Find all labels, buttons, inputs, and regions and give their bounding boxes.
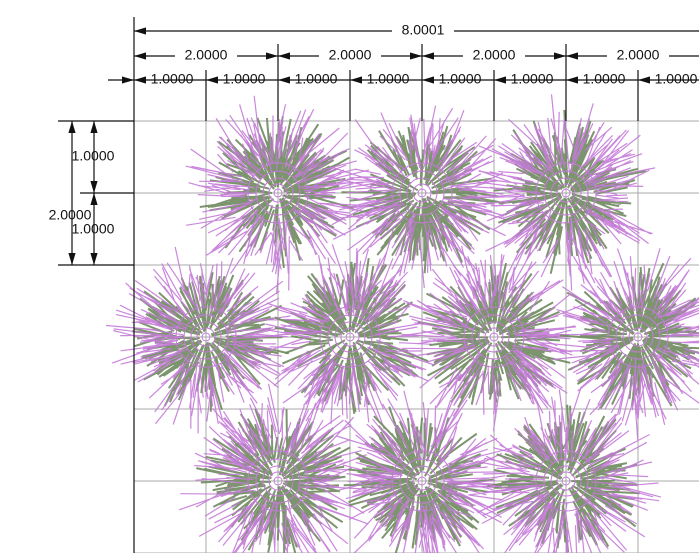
dimension-label: 1.0000	[655, 71, 698, 87]
flower-ring	[561, 476, 571, 486]
flower-ring	[633, 332, 643, 342]
label-bg	[175, 47, 237, 65]
flower-ring	[399, 170, 445, 216]
flower-ring	[550, 177, 582, 209]
flower-ring	[247, 450, 309, 512]
flower-ring	[412, 471, 432, 491]
flower-ring	[391, 450, 453, 512]
label-bg	[463, 47, 525, 65]
flower-ring	[406, 465, 438, 497]
flower-ring	[273, 476, 283, 486]
dimension-label: 1.0000	[223, 71, 266, 87]
flower-ring	[543, 170, 589, 216]
flower-ring	[556, 183, 576, 203]
flower-ring	[334, 321, 366, 353]
flower-ring	[550, 465, 582, 497]
flower-ring	[417, 476, 427, 486]
flower-ring	[201, 332, 211, 342]
flower-spikes	[260, 244, 438, 430]
dimension-label: 1.0000	[72, 148, 115, 164]
flower-ring	[417, 188, 427, 198]
flower-ring	[268, 471, 288, 491]
label-bg	[392, 22, 454, 40]
flower-ring	[622, 321, 654, 353]
flower-ring	[196, 327, 216, 347]
flower-ring	[535, 162, 597, 224]
dimension-label: 1.0000	[151, 71, 194, 87]
flower-ring	[273, 188, 283, 198]
dimension-label: 1.0000	[367, 71, 410, 87]
dimension-label: 2.0000	[185, 47, 228, 63]
flower-ring	[399, 458, 445, 504]
flower-ring	[478, 321, 510, 353]
flower-ring	[556, 471, 576, 491]
flower-spikes	[319, 105, 525, 289]
flower-ring	[327, 314, 373, 360]
dimension-label: 1.0000	[511, 71, 554, 87]
flower-ring	[535, 450, 597, 512]
dimensions: 8.0001 1.0000 2.0000 1.0000 2.0000 2.0000…	[49, 17, 699, 553]
flower-ring	[391, 162, 453, 224]
flower-ring	[247, 162, 309, 224]
dimension-label: 2.0000	[329, 47, 372, 63]
flower-ring	[319, 306, 381, 368]
flower-spikes	[477, 94, 656, 291]
dimension-label: 1.0000	[72, 221, 115, 237]
flower-ring	[190, 321, 222, 353]
flower-spikes	[185, 95, 372, 295]
flower-ring	[615, 314, 661, 360]
flower-ring	[183, 314, 229, 360]
flower-ring	[463, 306, 525, 368]
flower-ring	[255, 458, 301, 504]
flower-ring	[406, 177, 438, 209]
dimension-label: 2.0000	[617, 47, 660, 63]
dimension-label: 8.0001	[402, 22, 445, 38]
flower-ring	[175, 306, 237, 368]
flower-spikes	[401, 245, 591, 432]
flower-ring	[262, 465, 294, 497]
flower-ring	[255, 170, 301, 216]
flower-spikes	[477, 386, 662, 553]
flower-ring	[340, 327, 360, 347]
flower-ring	[543, 458, 589, 504]
dimension-label: 1.0000	[439, 71, 482, 87]
flower-ring	[412, 183, 432, 203]
flower-spikes	[105, 246, 299, 434]
dimension-label: 2.0000	[49, 207, 92, 223]
flower-ring	[484, 327, 504, 347]
flower-ring	[268, 183, 288, 203]
flower-spikes	[541, 248, 699, 440]
flower-ring	[345, 332, 355, 342]
label-bg	[319, 47, 381, 65]
flower-ring	[262, 177, 294, 209]
dimension-label: 1.0000	[583, 71, 626, 87]
flower-ring	[471, 314, 517, 360]
flower-ring	[489, 332, 499, 342]
flower-spikes	[179, 383, 369, 553]
label-bg	[607, 47, 669, 65]
flower-ring	[561, 188, 571, 198]
flower-spikes	[336, 390, 513, 553]
dimension-label: 2.0000	[473, 47, 516, 63]
flower-ring	[607, 306, 669, 368]
flower-ring	[628, 327, 648, 347]
flower-patterns	[105, 94, 699, 553]
dimension-label: 1.0000	[295, 71, 338, 87]
